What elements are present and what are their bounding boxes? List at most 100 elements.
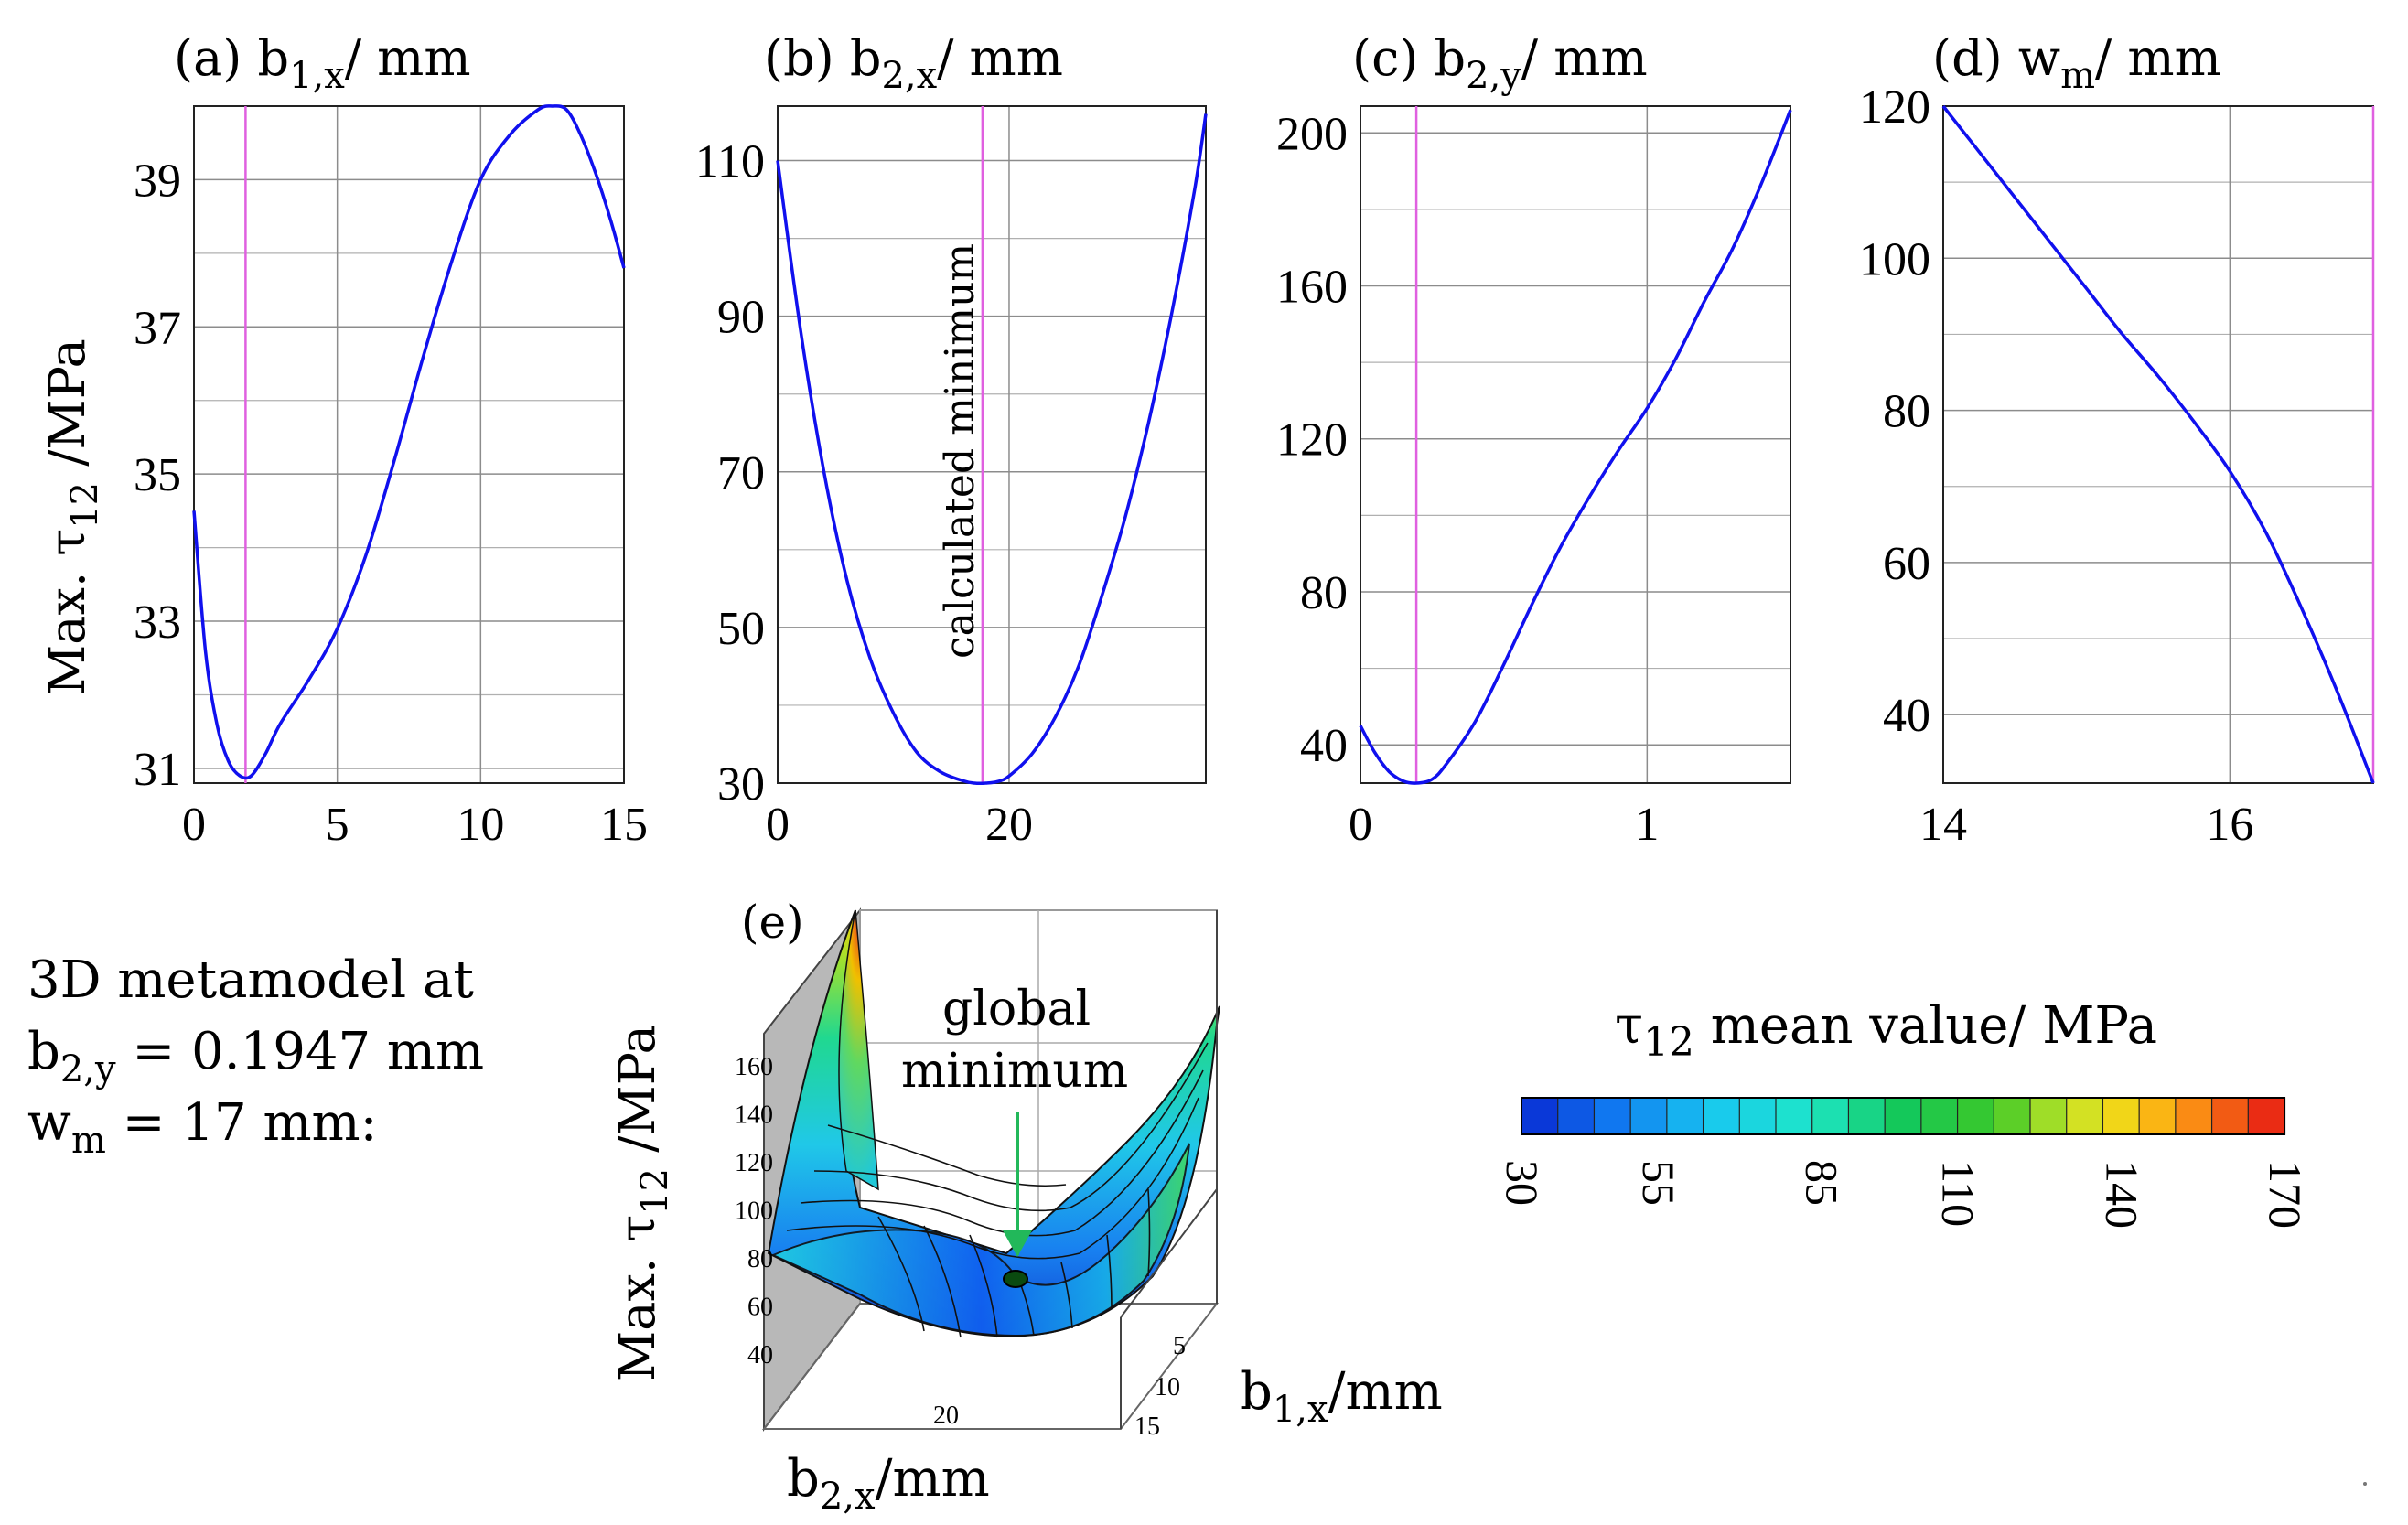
series-line bbox=[1359, 109, 1792, 785]
y-tick-label: 200 bbox=[1276, 108, 1348, 160]
plot-frame bbox=[193, 105, 625, 784]
colorbar-tick: 85 bbox=[1797, 1160, 1848, 1206]
x-tick-label: 1 bbox=[1635, 799, 1659, 851]
surface-z-tick: 100 bbox=[735, 1197, 773, 1226]
colorbar-tick: 110 bbox=[1933, 1160, 1984, 1227]
stray-dot bbox=[2363, 1482, 2367, 1486]
y-tick-label: 90 bbox=[717, 292, 765, 344]
colorbar-tick: 30 bbox=[1497, 1160, 1548, 1206]
colorbar-cell bbox=[2066, 1097, 2104, 1135]
y-tick-label: 100 bbox=[1859, 233, 1930, 285]
colorbar-cell bbox=[1847, 1097, 1887, 1135]
surface-y-ticks: 5 10 15 bbox=[1134, 1332, 1186, 1441]
panel-letter: (a) bbox=[174, 29, 258, 87]
colorbar-frame bbox=[1521, 1097, 2285, 1135]
colorbar-cell bbox=[2029, 1097, 2068, 1135]
title-var: b bbox=[1435, 29, 1467, 87]
colorbar-cell bbox=[1666, 1097, 1704, 1135]
colorbar-cell bbox=[1993, 1097, 2032, 1135]
x-tick-label: 0 bbox=[1349, 799, 1372, 851]
panel-d: (d) wm/ mm 40 60 80 100 120 14 16 bbox=[1859, 29, 2375, 851]
title-var: w bbox=[2018, 29, 2060, 87]
x-tick-label: 0 bbox=[766, 799, 790, 851]
y-tick-label: 160 bbox=[1276, 261, 1348, 313]
colorbar-cell bbox=[1738, 1097, 1778, 1135]
plot-frame bbox=[777, 105, 1207, 784]
colorbar-tick: 170 bbox=[2260, 1160, 2311, 1229]
global-minimum-point bbox=[1003, 1270, 1028, 1288]
y-tick-label: 37 bbox=[134, 302, 181, 354]
surface-valley bbox=[770, 1143, 1190, 1337]
x-tick-label: 20 bbox=[985, 799, 1033, 851]
surface-z-label: Max. τ12 /MPa bbox=[608, 1025, 676, 1381]
x-tick-label: 15 bbox=[600, 799, 648, 851]
panel-b: (b) b2,x/ mm 30 50 70 90 110 0 20 calculated min… bbox=[695, 29, 1208, 851]
y-tick-label: 31 bbox=[134, 744, 181, 796]
title-sub: 2,x bbox=[881, 55, 937, 97]
panel-letter: (d) bbox=[1932, 29, 2018, 87]
title-sub: 1,x bbox=[289, 55, 345, 97]
surface-z-tick: 160 bbox=[735, 1053, 773, 1081]
colorbar-cell bbox=[1811, 1097, 1850, 1135]
colorbar-cell bbox=[1775, 1097, 1813, 1135]
surface-y-tick: 15 bbox=[1134, 1412, 1160, 1441]
title-unit: / mm bbox=[1521, 29, 1648, 87]
surface-x-tick: 20 bbox=[933, 1401, 959, 1430]
colorbar-cell bbox=[1521, 1097, 1559, 1135]
colorbar-cell bbox=[2138, 1097, 2177, 1135]
plot-frame bbox=[1942, 105, 2374, 784]
y-tick-label: 80 bbox=[1300, 567, 1348, 619]
surface-y-label: b1,x/mm bbox=[1240, 1362, 1443, 1431]
minimum-annotation-1: global bbox=[942, 982, 1091, 1036]
surface-z-tick: 140 bbox=[735, 1101, 773, 1130]
panel-title: (d) wm/ mm bbox=[1932, 29, 2221, 97]
colorbar-cell bbox=[1557, 1097, 1596, 1135]
info-line-2: b2,y = 0.1947 mm bbox=[27, 1022, 484, 1090]
colorbar-cell bbox=[1920, 1097, 1959, 1135]
panel-e-label: (e) bbox=[741, 896, 804, 949]
series-line bbox=[192, 104, 626, 780]
colorbar-cell bbox=[2210, 1097, 2250, 1135]
panel-letter: (b) bbox=[764, 29, 850, 87]
y-tick-label: 50 bbox=[717, 603, 765, 655]
title-unit: / mm bbox=[2095, 29, 2221, 87]
surface-z-tick: 120 bbox=[735, 1149, 773, 1177]
colorbar-cell bbox=[2247, 1097, 2286, 1135]
y-tick-label: 33 bbox=[134, 596, 181, 649]
y-tick-label: 35 bbox=[134, 449, 181, 501]
surface-z-ticks: 40 60 80 100 120 140 160 bbox=[735, 1053, 773, 1369]
series-line bbox=[776, 113, 1208, 786]
info-line-1: 3D metamodel at bbox=[27, 950, 474, 1010]
title-var: b bbox=[258, 29, 290, 87]
surface-z-tick: 60 bbox=[747, 1294, 773, 1322]
title-unit: / mm bbox=[937, 29, 1063, 87]
x-tick-label: 5 bbox=[326, 799, 349, 851]
y-tick-label: 70 bbox=[717, 447, 765, 499]
colorbar-tick: 140 bbox=[2096, 1160, 2147, 1229]
y-tick-label: 110 bbox=[695, 136, 765, 188]
panel-a: (a) b1,x/ mm 31 33 35 37 39 0 5 10 15 bbox=[134, 29, 648, 851]
colorbar-cell bbox=[1702, 1097, 1741, 1135]
colorbar-title: τ12 mean value/ MPa bbox=[1615, 996, 2157, 1066]
y-tick-label: 80 bbox=[1883, 386, 1930, 438]
y-tick-label: 40 bbox=[1300, 720, 1348, 772]
panel-c: (c) b2,y/ mm 40 80 120 160 200 0 1 bbox=[1276, 29, 1792, 851]
panel-title: (a) b1,x/ mm bbox=[174, 29, 471, 97]
title-sub: m bbox=[2060, 55, 2095, 97]
panel-e-surface: (e) bbox=[608, 896, 1443, 1518]
panel-title: (c) b2,y/ mm bbox=[1352, 29, 1648, 97]
title-sub: 2,y bbox=[1466, 55, 1521, 97]
surface-y-tick: 10 bbox=[1155, 1373, 1180, 1401]
title-unit: / mm bbox=[345, 29, 471, 87]
info-line-3: wm = 17 mm: bbox=[27, 1093, 378, 1162]
plot-frame bbox=[1360, 105, 1791, 784]
y-tick-label: 60 bbox=[1883, 538, 1930, 590]
colorbar: τ12 mean value/ MPa 30 55 85 110 140 170 bbox=[1497, 996, 2311, 1229]
colorbar-cell bbox=[1884, 1097, 1922, 1135]
title-var: b bbox=[850, 29, 882, 87]
colorbar-cell bbox=[2102, 1097, 2141, 1135]
surface-x-label: b2,x/mm bbox=[787, 1449, 990, 1518]
minimum-annotation-2: minimum bbox=[901, 1044, 1128, 1099]
x-tick-label: 16 bbox=[2206, 799, 2253, 851]
